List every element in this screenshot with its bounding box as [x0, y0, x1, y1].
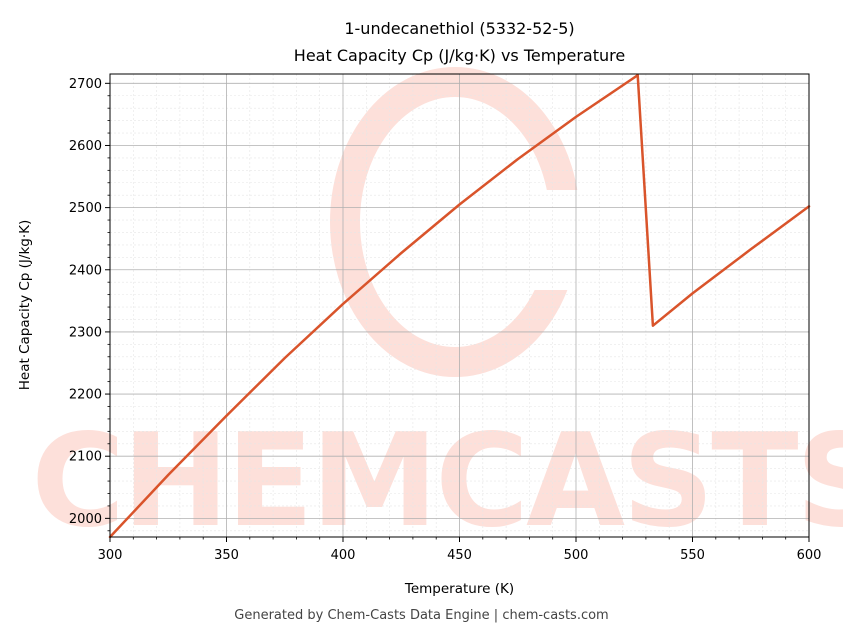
- watermark-text: CHEMCASTS: [31, 407, 843, 556]
- y-tick-label: 2000: [69, 512, 102, 527]
- x-tick-label: 300: [98, 548, 123, 563]
- x-axis-ticks: 300 350 400 450 500 550 600: [98, 537, 822, 563]
- grid-major: [109, 74, 810, 537]
- y-tick-label: 2300: [69, 325, 102, 340]
- data-series-line: [108, 73, 811, 539]
- y-tick-label: 2500: [69, 201, 102, 216]
- y-tick-label: 2600: [69, 139, 102, 154]
- x-tick-label: 400: [331, 548, 356, 563]
- chart-title-line-2: Heat Capacity Cp (J/kg·K) vs Temperature: [294, 46, 625, 65]
- footer-credit: Generated by Chem-Casts Data Engine | ch…: [234, 608, 609, 623]
- x-tick-label: 450: [447, 548, 472, 563]
- x-tick-label: 350: [214, 548, 239, 563]
- x-tick-label: 500: [564, 548, 589, 563]
- y-tick-label: 2100: [69, 450, 102, 465]
- y-tick-label: 2700: [69, 77, 102, 92]
- y-axis-ticks: 2000 2100 2200 2300 2400 2500 2600 2700: [69, 77, 110, 532]
- chart-title-line-1: 1-undecanethiol (5332-52-5): [344, 19, 574, 38]
- x-tick-label: 550: [680, 548, 705, 563]
- x-tick-label: 600: [797, 548, 822, 563]
- y-axis-label: Heat Capacity Cp (J/kg·K): [17, 220, 33, 390]
- y-tick-label: 2200: [69, 388, 102, 403]
- y-tick-label: 2400: [69, 263, 102, 278]
- x-axis-label: Temperature (K): [404, 581, 514, 597]
- series-line: [108, 73, 811, 539]
- chemcasts-watermark-logo: CHEMCASTS: [31, 67, 843, 556]
